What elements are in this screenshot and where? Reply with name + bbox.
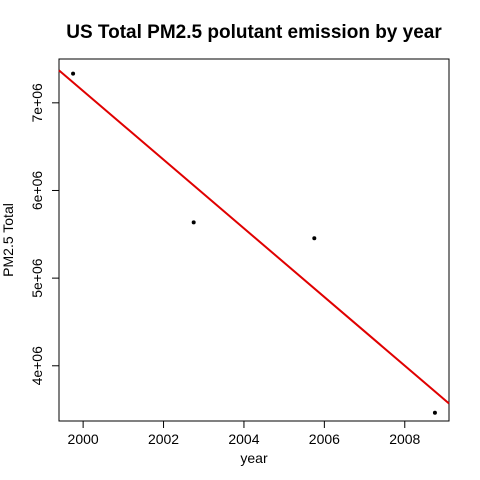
plot-area xyxy=(58,69,450,415)
x-tick-label: 2000 xyxy=(68,431,99,447)
y-tick-label: 6e+06 xyxy=(29,171,45,211)
x-axis: 2000 2002 2004 2006 2008 xyxy=(68,421,421,447)
y-tick-label: 4e+06 xyxy=(29,346,45,386)
regression-line xyxy=(58,69,450,405)
x-tick-label: 2006 xyxy=(309,431,340,447)
x-tick-label: 2008 xyxy=(389,431,420,447)
y-axis: 4e+06 5e+06 6e+06 7e+06 xyxy=(29,83,59,385)
data-point-1 xyxy=(191,220,196,225)
y-tick-label: 7e+06 xyxy=(29,83,45,123)
data-point-3 xyxy=(432,410,437,415)
x-tick-label: 2002 xyxy=(148,431,179,447)
chart-title: US Total PM2.5 polutant emission by year xyxy=(66,22,442,43)
y-tick-label: 5e+06 xyxy=(29,258,45,298)
x-axis-label: year xyxy=(240,450,268,466)
data-point-0 xyxy=(71,71,76,76)
plot-frame xyxy=(58,58,450,422)
data-point-2 xyxy=(312,236,317,241)
y-axis-label: PM2.5 Total xyxy=(0,203,16,277)
x-tick-label: 2004 xyxy=(228,431,259,447)
